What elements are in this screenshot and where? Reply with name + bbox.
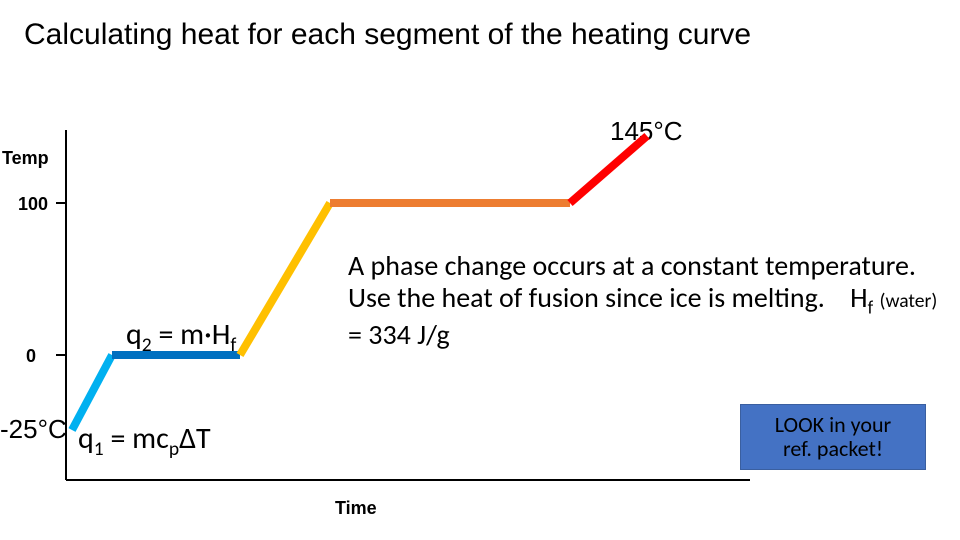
- y-axis-label: Temp: [2, 148, 49, 169]
- equation-q2: q2 = m·Hf: [126, 316, 236, 357]
- y-tick-100: 100: [18, 194, 48, 215]
- x-axis-label: Time: [335, 498, 377, 519]
- callout-box: LOOK in yourref. packet!: [740, 404, 926, 470]
- equation-q1: q1 = mcpΔT: [78, 420, 211, 461]
- explanation-text: A phase change occurs at a constant temp…: [348, 250, 938, 351]
- slide-title: Calculating heat for each segment of the…: [24, 18, 751, 52]
- slide: Calculating heat for each segment of the…: [0, 0, 960, 540]
- y-tick-0: 0: [26, 346, 36, 367]
